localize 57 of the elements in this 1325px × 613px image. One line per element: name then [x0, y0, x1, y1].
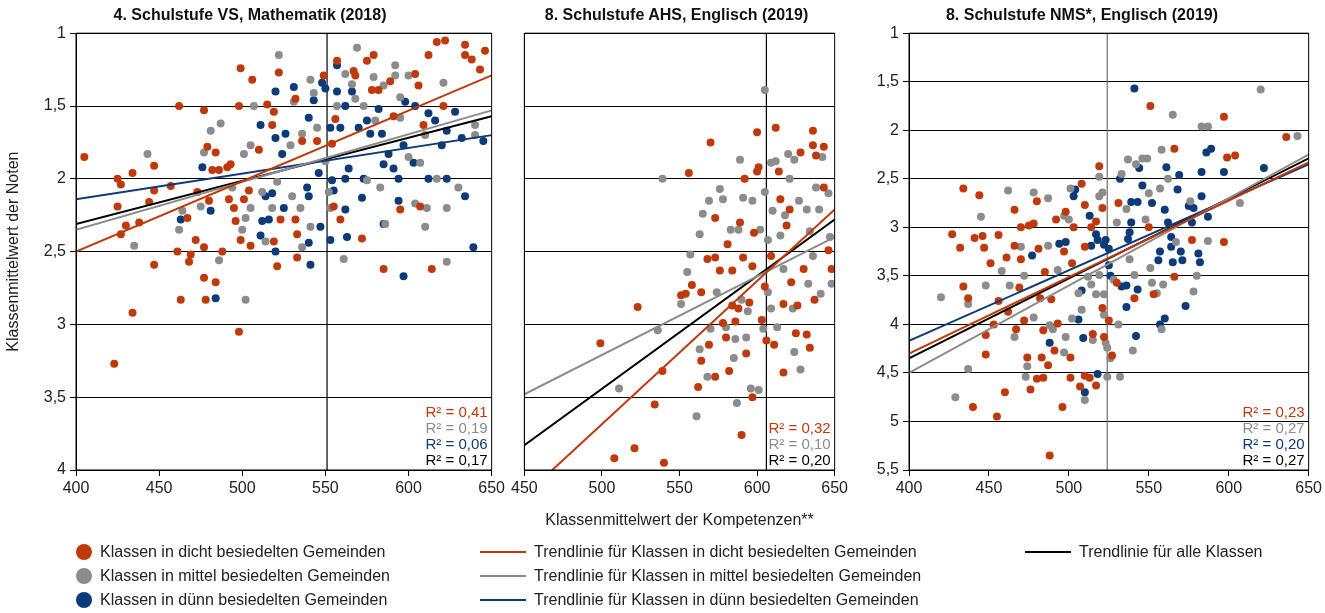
x-tick-label: 400	[895, 479, 923, 497]
annotation: R² = 0,32	[768, 418, 831, 436]
x-tick-label: 400	[62, 479, 90, 497]
y-tick-label: 5	[890, 411, 900, 429]
y-tick-label: 2	[890, 120, 900, 138]
x-tick-label: 600	[395, 479, 422, 497]
y-tick-label: 1,5	[43, 96, 67, 114]
x-tick-label: 500	[588, 479, 616, 497]
annotation: R² = 0,27	[1242, 450, 1305, 468]
x-tick-label: 450	[145, 479, 173, 497]
x-tick-label: 650	[821, 479, 849, 497]
chart-title: 8. Schulstufe NMS*, Englisch (2019)	[945, 6, 1219, 24]
y-tick-label: 1	[57, 23, 67, 41]
x-tick-label: 550	[312, 479, 339, 497]
x-tick-label: 450	[975, 479, 1003, 497]
legend-label: Klassen in mittel besiedelten Gemeinden	[100, 567, 390, 585]
x-tick-label: 650	[1295, 479, 1323, 497]
chart-title: 8. Schulstufe AHS, Englisch (2019)	[544, 6, 809, 24]
y-tick-label: 5,5	[876, 460, 900, 478]
x-tick-label: 500	[228, 479, 256, 497]
y-tick-label: 4	[57, 460, 67, 478]
annotation: R² = 0,06	[425, 434, 488, 452]
y-tick-label: 1	[890, 23, 900, 41]
x-tick-label: 500	[1055, 479, 1083, 497]
annotation: R² = 0,27	[1242, 418, 1305, 436]
legend-label: Trendlinie für alle Klassen	[1079, 543, 1263, 561]
annotation: R² = 0,20	[768, 450, 831, 468]
annotation: R² = 0,10	[768, 434, 831, 452]
y-tick-label: 4	[890, 314, 900, 332]
legend-label: Trendlinie für Klassen in mittel besiedelten Gemeinden	[534, 567, 922, 585]
y-tick-label: 2,5	[876, 169, 900, 187]
annotation: R² = 0,41	[425, 402, 488, 420]
x-tick-label: 600	[1215, 479, 1243, 497]
x-axis-title: Klassenmittelwert der Kompetenzen**	[545, 510, 814, 528]
y-tick-label: 3	[57, 314, 67, 332]
chart-title: 4. Schulstufe VS, Mathematik (2018)	[113, 6, 387, 24]
legend-label: Klassen in dicht besiedelten Gemeinden	[100, 543, 386, 561]
y-tick-label: 1,5	[876, 72, 900, 90]
annotation: R² = 0,17	[425, 450, 488, 468]
annotation: R² = 0,20	[1242, 434, 1305, 452]
annotation: R² = 0,19	[425, 418, 488, 436]
annotation: R² = 0,23	[1242, 402, 1305, 420]
legend-label: Klassen in dünn besiedelten Gemeinden	[100, 591, 388, 609]
legend-label: Trendlinie für Klassen in dünn besiedelten Gemeinden	[534, 591, 919, 609]
x-tick-label: 550	[1135, 479, 1163, 497]
x-tick-label: 550	[666, 479, 693, 497]
y-tick-label: 2,5	[43, 242, 67, 260]
x-tick-label: 600	[743, 479, 771, 497]
y-tick-label: 3	[890, 217, 900, 235]
y-tick-label: 3,5	[43, 387, 67, 405]
y-axis-title: Klassenmittelwert der Noten	[4, 151, 22, 352]
x-tick-label: 650	[478, 479, 506, 497]
x-tick-label: 450	[511, 479, 538, 497]
y-tick-label: 2	[57, 169, 67, 187]
y-tick-label: 4,5	[876, 363, 900, 381]
legend-label: Trendlinie für Klassen in dicht besiedelten Gemeinden	[534, 543, 917, 561]
y-tick-label: 3,5	[876, 266, 900, 284]
